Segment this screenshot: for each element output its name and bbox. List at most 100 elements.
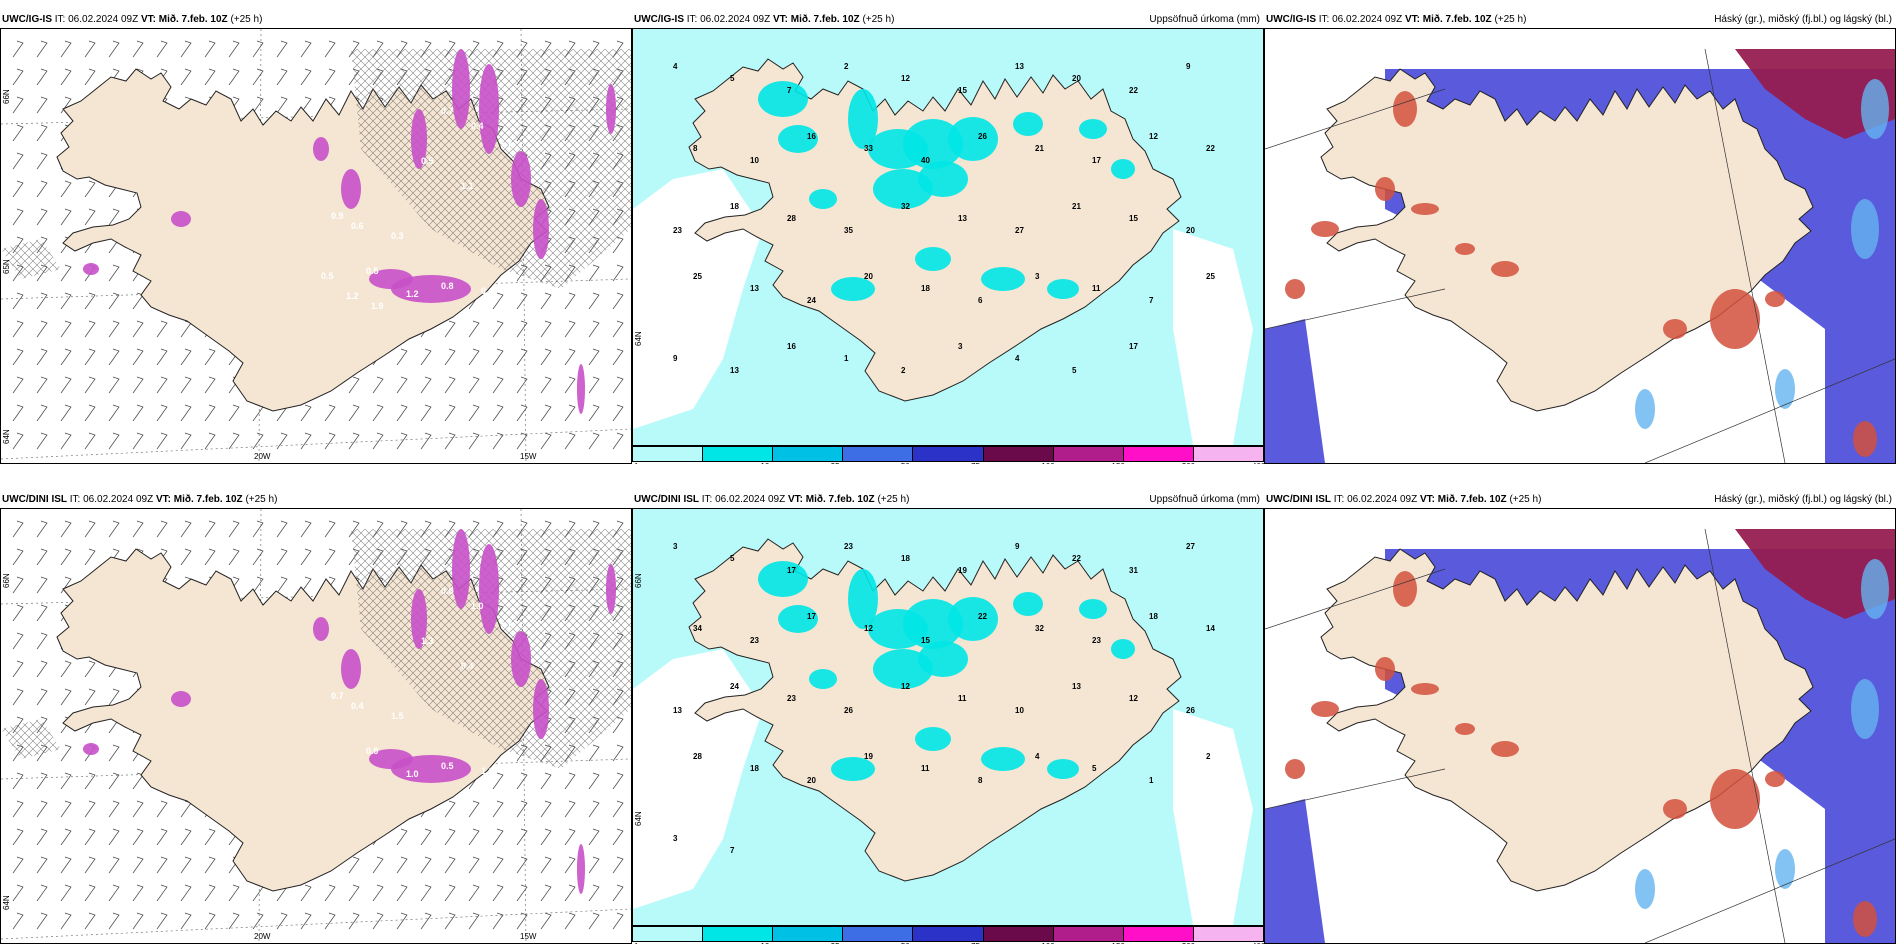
- colorbar-tick-label: 400: [1252, 462, 1264, 464]
- precip-amount-label: 12: [1129, 694, 1138, 703]
- wind-precip-map[interactable]: 0.7 0.4 0.6 0.5 1.1 0.3 0.6 0.9 1.2 0.8 0.4 0.5 1.2 1…: [0, 28, 632, 464]
- wind-barb: [108, 264, 120, 282]
- precip-value-label: 0.4: [481, 286, 494, 296]
- convective-cloud-cell: [1411, 683, 1439, 695]
- wind-barb: [444, 856, 456, 874]
- colorbar-swatch: [703, 447, 774, 461]
- cloud-cover-map[interactable]: [1264, 508, 1896, 944]
- precip-cell: [981, 747, 1025, 771]
- colorbar-tick-label: 50: [901, 942, 910, 944]
- wind-barb: [228, 912, 240, 930]
- wind-barb: [612, 800, 624, 818]
- wind-barb: [12, 208, 24, 226]
- precip-cell: [1047, 759, 1079, 779]
- wind-barb: [60, 828, 72, 846]
- wind-barb: [60, 660, 72, 678]
- cloud-cover-map[interactable]: [1264, 28, 1896, 464]
- precip-value-label: 0.5: [501, 621, 514, 631]
- wind-barb: [324, 404, 336, 422]
- wind-barb: [612, 912, 624, 930]
- convective-cloud-cell: [1285, 279, 1305, 299]
- wind-barb: [540, 432, 552, 450]
- wind-barb: [324, 884, 336, 902]
- wind-barb: [36, 884, 48, 902]
- wind-barb: [180, 40, 192, 58]
- precip-value-label: 0.8: [441, 281, 454, 291]
- wind-barb: [540, 856, 552, 874]
- wind-barb: [60, 264, 72, 282]
- wind-barb: [468, 800, 480, 818]
- precip-colorbar: [632, 926, 1264, 942]
- precip-amount-label: 13: [730, 366, 739, 375]
- wind-precip-map[interactable]: 0.6 1.0 0.5 1.3 0.4 1.5 0.4 0.7 1.0 0.5 1.6 0.9: [0, 508, 632, 944]
- precip-amount-label: 27: [1186, 542, 1195, 551]
- wind-barb: [228, 432, 240, 450]
- wind-barb: [492, 912, 504, 930]
- wind-barb: [180, 912, 192, 930]
- wind-barb: [36, 912, 48, 930]
- wind-barb: [612, 264, 624, 282]
- wind-barb: [204, 40, 216, 58]
- valid-time: VT: Mið. 7.feb. 10Z: [140, 14, 228, 25]
- wind-barb: [300, 548, 312, 566]
- wind-barb: [444, 800, 456, 818]
- precip-amount-label: 4: [1035, 752, 1040, 761]
- precip-amount-label: 2: [844, 62, 849, 71]
- convective-cloud-cell: [1663, 319, 1687, 339]
- wind-barb: [108, 884, 120, 902]
- wind-barb: [12, 124, 24, 142]
- high-cloud-area: [1735, 49, 1895, 139]
- wind-barb: [252, 576, 264, 594]
- precip-amount-label: 23: [750, 636, 759, 645]
- wind-barb: [60, 520, 72, 538]
- wind-barb: [588, 912, 600, 930]
- wind-barb: [156, 800, 168, 818]
- convective-cloud-cell: [1311, 701, 1339, 717]
- wind-barb: [516, 912, 528, 930]
- wind-barb: [36, 856, 48, 874]
- snow-precip-cell: [411, 589, 427, 649]
- snow-precip-cell: [577, 364, 585, 414]
- colorbar-swatch: [843, 927, 914, 941]
- wind-barb: [60, 292, 72, 310]
- wind-barb: [36, 124, 48, 142]
- precip-value-label: 1.9: [371, 301, 384, 311]
- wind-barb: [12, 96, 24, 114]
- wind-barb: [588, 828, 600, 846]
- lon-label: 15W: [520, 932, 537, 941]
- wind-barb: [180, 376, 192, 394]
- init-time: IT: 06.02.2024 09Z: [69, 494, 154, 505]
- wind-barb: [84, 800, 96, 818]
- precip-amount-label: 4: [1015, 354, 1020, 363]
- wind-barb: [156, 884, 168, 902]
- snow-precip-cell: [606, 84, 616, 134]
- wind-barb: [12, 604, 24, 622]
- model-name: UWC/DINI ISL: [2, 494, 67, 505]
- wind-barb: [540, 772, 552, 790]
- wind-barb: [108, 520, 120, 538]
- wind-barb: [204, 348, 216, 366]
- colorbar-swatch: [1193, 927, 1263, 941]
- colorbar-tick-label: 75: [971, 942, 980, 944]
- precip-amount-label: 26: [1186, 706, 1195, 715]
- wind-barb: [588, 264, 600, 282]
- graticule-line: [1265, 768, 1446, 810]
- wind-barb: [36, 40, 48, 58]
- precip-cell: [948, 597, 998, 641]
- precip-amount-label: 22: [1206, 144, 1215, 153]
- precip-amount-label: 18: [1149, 612, 1158, 621]
- colorbar-tick-label: 150: [1112, 942, 1125, 944]
- accumulated-precip-map[interactable]: 4 5 7 2 12 15 13 20 22 9 8 10 16 33 40 26 21 17 12 22 23 18 28…: [632, 28, 1264, 446]
- wind-barb: [60, 68, 72, 86]
- precip-amount-label: 5: [730, 554, 735, 563]
- accumulated-precip-map[interactable]: 3 5 17 23 18 19 9 22 31 27 34 23 17 12 15 22 32 23 18 14 13 2…: [632, 508, 1264, 926]
- panel-header: UWC/DINI ISL IT: 06.02.2024 09Z VT: Mið.…: [1264, 492, 1896, 508]
- wind-barb: [564, 404, 576, 422]
- precip-amount-label: 7: [787, 86, 792, 95]
- precip-value-label: 0.7: [441, 106, 454, 116]
- precip-value-label: 0.5: [441, 761, 454, 771]
- wind-barb: [156, 404, 168, 422]
- wind-barb: [36, 152, 48, 170]
- precip-value-label: 0.6: [441, 586, 454, 596]
- wind-barb: [540, 404, 552, 422]
